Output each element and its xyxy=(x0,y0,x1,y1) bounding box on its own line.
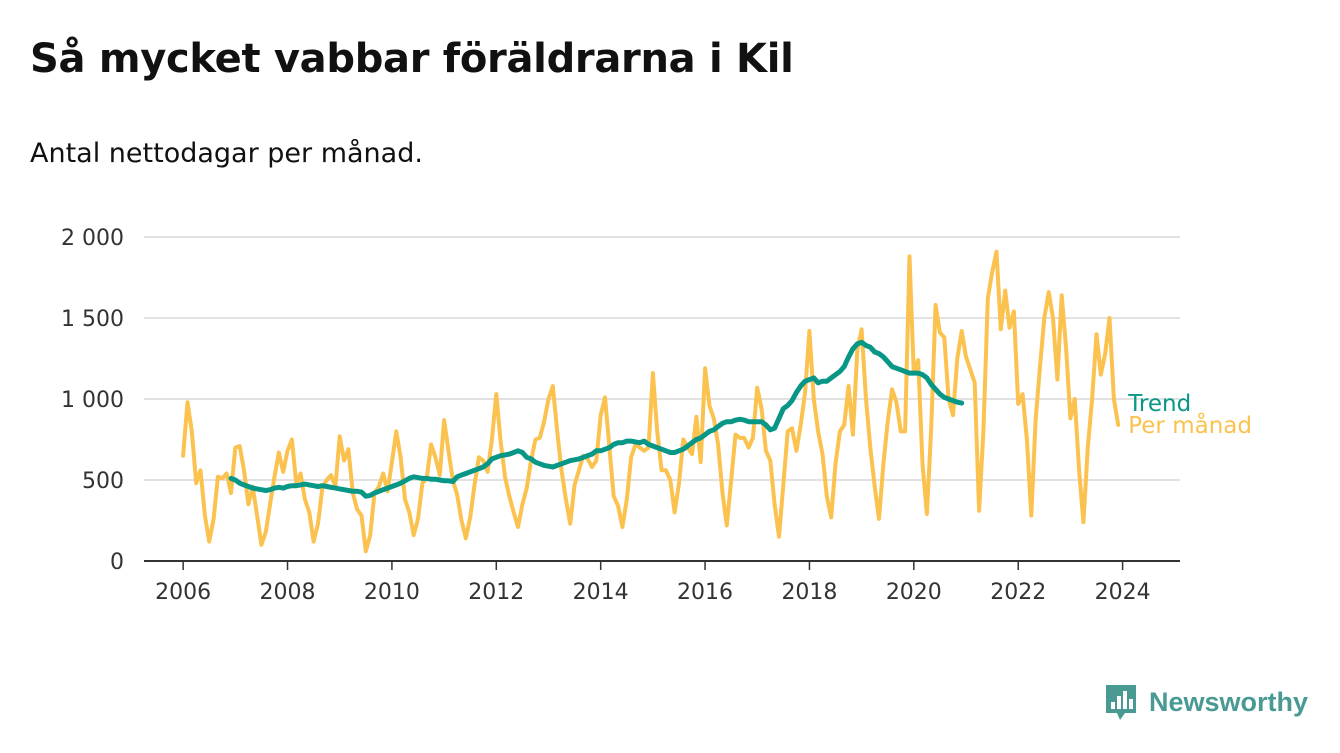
series-line-per-manad xyxy=(181,249,1121,554)
y-tick-label: 1 000 xyxy=(61,388,124,413)
chart-subtitle: Antal nettodagar per månad. xyxy=(30,138,423,169)
x-tick-label: 2008 xyxy=(260,580,316,605)
series-lines xyxy=(181,249,1121,554)
y-tick-label: 500 xyxy=(82,469,124,494)
x-axis: 2006 2008 2010 2012 2014 2016 2018 2020 2022 2024 xyxy=(144,560,1180,605)
gridlines xyxy=(144,236,1180,481)
chart-title: Så mycket vabbar föräldrarna i Kil xyxy=(30,36,794,82)
y-tick-label: 1 500 xyxy=(61,307,124,332)
newsworthy-logo-icon xyxy=(1106,685,1136,720)
y-tick-label: 0 xyxy=(110,550,124,575)
x-tick-label: 2022 xyxy=(990,580,1046,605)
brand-name: Newsworthy xyxy=(1149,686,1309,717)
x-tick-label: 2010 xyxy=(364,580,420,605)
brand-logo: Newsworthy xyxy=(1103,682,1308,722)
legend-label-per-manad: Per månad xyxy=(1128,411,1252,439)
x-tick-label: 2012 xyxy=(468,580,524,605)
y-axis-tick-labels: 0 500 1 000 1 500 2 000 xyxy=(61,226,124,575)
x-tick-label: 2020 xyxy=(886,580,942,605)
y-tick-label: 2 000 xyxy=(61,226,124,251)
x-tick-label: 2018 xyxy=(781,580,837,605)
legend-label-trend: Trend xyxy=(1127,391,1191,417)
series-line-trend xyxy=(228,339,965,499)
x-tick-label: 2024 xyxy=(1095,580,1151,605)
x-tick-label: 2006 xyxy=(155,580,211,605)
x-tick-label: 2016 xyxy=(677,580,733,605)
x-tick-label: 2014 xyxy=(573,580,629,605)
